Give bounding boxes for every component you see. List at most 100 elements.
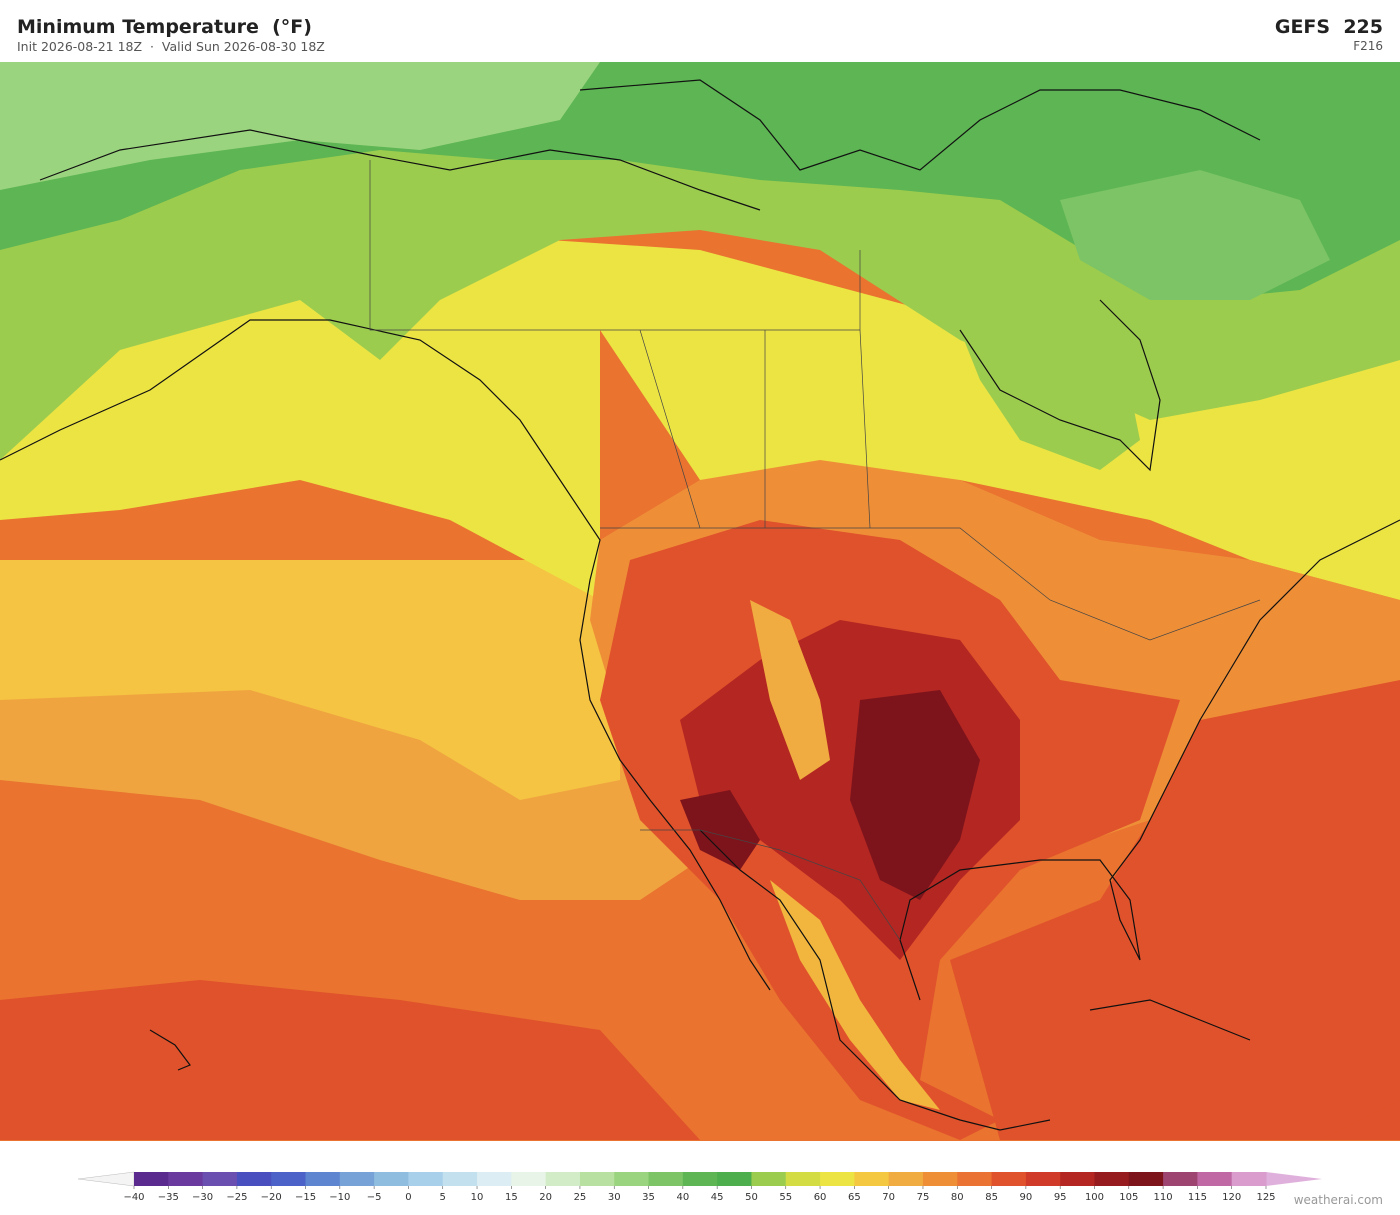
- colorbar-swatch: [408, 1172, 444, 1186]
- colorbar: −40 −35 −30 −25 −20 −15 −10 −5 0 5 10 15 20 25 30 35 40 4…: [77, 1171, 1322, 1203]
- colorbar-tick-label: 0: [405, 1192, 411, 1203]
- border: [640, 829, 901, 941]
- colorbar-tick-label: 70: [882, 1192, 895, 1203]
- colorbar-tick-label: 105: [1119, 1192, 1138, 1203]
- colorbar-tick-label: 35: [642, 1192, 655, 1203]
- coastline: [1089, 999, 1251, 1041]
- colorbar-swatch: [614, 1172, 650, 1186]
- coastline: [0, 319, 771, 991]
- colorbar-tick-label: 100: [1085, 1192, 1104, 1203]
- colorbar-swatch: [339, 1172, 375, 1186]
- colorbar-over: [1266, 1172, 1322, 1186]
- colorbar-swatch: [751, 1172, 787, 1186]
- colorbar-tick-label: 115: [1188, 1192, 1207, 1203]
- coastline: [149, 1029, 191, 1071]
- zone: [960, 300, 1140, 470]
- colorbar-tick-label: 80: [951, 1192, 964, 1203]
- zone: [770, 880, 940, 1110]
- colorbar-swatch: [1094, 1172, 1130, 1186]
- colorbar-swatch: [1197, 1172, 1233, 1186]
- colorbar-tick-label: 90: [1020, 1192, 1033, 1203]
- colorbar-swatch: [374, 1172, 409, 1186]
- colorbar-tick-label: 110: [1154, 1192, 1173, 1203]
- map: [0, 62, 1400, 1141]
- colorbar-swatch: [991, 1172, 1027, 1186]
- colorbar-tick-label: 60: [814, 1192, 827, 1203]
- colorbar-tick-label: 55: [779, 1192, 792, 1203]
- coastline: [0, 79, 1400, 1131]
- colorbar-swatch: [202, 1172, 238, 1186]
- colorbar-tick-label: 5: [440, 1192, 446, 1203]
- colorbar-tick-label: −30: [192, 1192, 213, 1203]
- colorbar-swatch: [579, 1172, 615, 1186]
- colorbar-under: [77, 1171, 135, 1187]
- colorbar-tick-label: 40: [676, 1192, 689, 1203]
- colorbar-tick-label: −25: [226, 1192, 247, 1203]
- colorbar-swatch: [957, 1172, 993, 1186]
- colorbar-swatch: [785, 1172, 821, 1186]
- colorbar-tick-label: 10: [471, 1192, 484, 1203]
- colorbar-tick-label: 50: [745, 1192, 758, 1203]
- colorbar-swatch: [305, 1172, 341, 1186]
- zone: [850, 690, 980, 900]
- map-subtitle: Init 2026-08-21 18Z · Valid Sun 2026-08-…: [17, 39, 325, 54]
- colorbar-swatch: [477, 1172, 512, 1186]
- colorbar-tick-label: 95: [1054, 1192, 1067, 1203]
- colorbar-swatch: [888, 1172, 924, 1186]
- coastline: [699, 829, 1051, 1131]
- colorbar-tick-label: 45: [711, 1192, 724, 1203]
- zone: [1060, 170, 1330, 300]
- border: [639, 329, 871, 529]
- coastline: [899, 519, 1400, 1001]
- colorbar-swatch: [511, 1172, 547, 1186]
- zone: [950, 680, 1400, 1140]
- colorbar-swatch: [682, 1172, 718, 1186]
- colorbar-tick-label: −10: [329, 1192, 350, 1203]
- coastline: [39, 129, 761, 211]
- colorbar-swatch: [1231, 1172, 1267, 1186]
- colorbar-tick-label: 75: [917, 1192, 930, 1203]
- zone: [0, 62, 600, 190]
- zone: [680, 790, 760, 870]
- colorbar-swatch: [271, 1172, 307, 1186]
- colorbar-swatch: [236, 1172, 272, 1186]
- zone: [750, 600, 830, 780]
- forecast-hour: F216: [1353, 39, 1383, 53]
- colorbar-swatch: [134, 1172, 169, 1186]
- colorbar-swatch: [1060, 1172, 1095, 1186]
- colorbar-swatch: [820, 1172, 855, 1186]
- colorbar-tick-label: 25: [574, 1192, 587, 1203]
- coastline: [579, 79, 1261, 171]
- colorbar-tick-label: −40: [123, 1192, 144, 1203]
- border: [600, 527, 1261, 641]
- colorbar-swatch: [168, 1172, 204, 1186]
- colorbar-tick-label: 65: [848, 1192, 861, 1203]
- zone: [0, 560, 620, 800]
- zone: [1320, 1100, 1400, 1140]
- zone: [0, 980, 700, 1140]
- model-label: GEFS 225: [1274, 16, 1383, 38]
- colorbar-tick-label: 85: [985, 1192, 998, 1203]
- colorbar-swatch: [1128, 1172, 1164, 1186]
- colorbar-swatch: [1163, 1172, 1198, 1186]
- coastline: [959, 299, 1161, 472]
- colorbar-tick-label: −15: [295, 1192, 316, 1203]
- colorbar-tick-label: −35: [158, 1192, 179, 1203]
- credit: weatherai.com: [1293, 1193, 1383, 1207]
- colorbar-tick-label: −20: [261, 1192, 282, 1203]
- colorbar-swatch: [545, 1172, 581, 1186]
- zone: [0, 330, 600, 600]
- colorbar-swatch: [854, 1172, 890, 1186]
- colorbar-tick-label: 125: [1256, 1192, 1275, 1203]
- map-title: Minimum Temperature (°F): [17, 16, 312, 38]
- colorbar-swatch: [648, 1172, 684, 1186]
- colorbar-swatch: [442, 1172, 478, 1186]
- colorbar-tick-label: 120: [1222, 1192, 1241, 1203]
- colorbar-tick-label: 20: [539, 1192, 552, 1203]
- colorbar-swatch: [717, 1172, 752, 1186]
- colorbar-tick-label: 15: [505, 1192, 518, 1203]
- colorbar-swatch: [922, 1172, 958, 1186]
- borders: [369, 160, 1261, 941]
- colorbar-tick-label: 30: [608, 1192, 621, 1203]
